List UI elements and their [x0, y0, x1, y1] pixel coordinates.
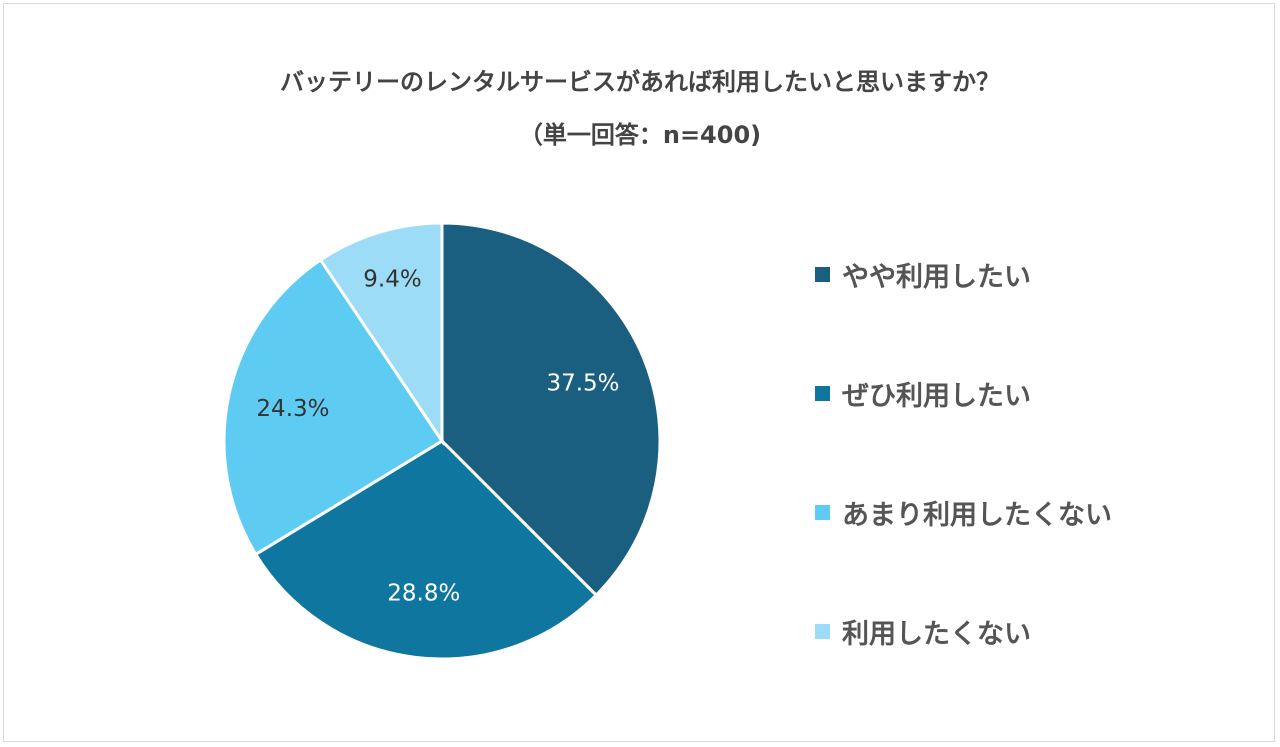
data-label: 24.3%	[256, 396, 329, 422]
data-label: 28.8%	[387, 581, 460, 607]
pie-slice	[222, 257, 445, 557]
pie-slice	[253, 439, 599, 661]
legend-swatch	[815, 386, 830, 401]
legend-swatch	[815, 505, 830, 520]
legend-swatch	[815, 624, 830, 639]
legend-item: ぜひ利用したい	[815, 374, 1031, 413]
legend-swatch	[815, 267, 830, 282]
legend-label: 利用したくない	[842, 619, 1031, 650]
legend-label: ぜひ利用したい	[842, 381, 1031, 412]
legend-item: 利用したくない	[815, 612, 1031, 651]
legend-item: やや利用したい	[815, 255, 1031, 294]
pie-slice	[318, 221, 444, 446]
data-label: 9.4%	[363, 266, 421, 292]
legend-label: あまり利用したくない	[842, 500, 1112, 531]
chart-title: バッテリーのレンタルサービスがあれば利用したいと思いますか？	[280, 68, 1000, 96]
chart-subtitle: （単一回答：n=400)	[518, 121, 762, 149]
pie-slice	[440, 221, 662, 598]
data-label: 37.5%	[546, 371, 619, 397]
legend-item: あまり利用したくない	[815, 493, 1112, 532]
chart-frame	[3, 3, 1275, 742]
legend-label: やや利用したい	[842, 262, 1031, 293]
